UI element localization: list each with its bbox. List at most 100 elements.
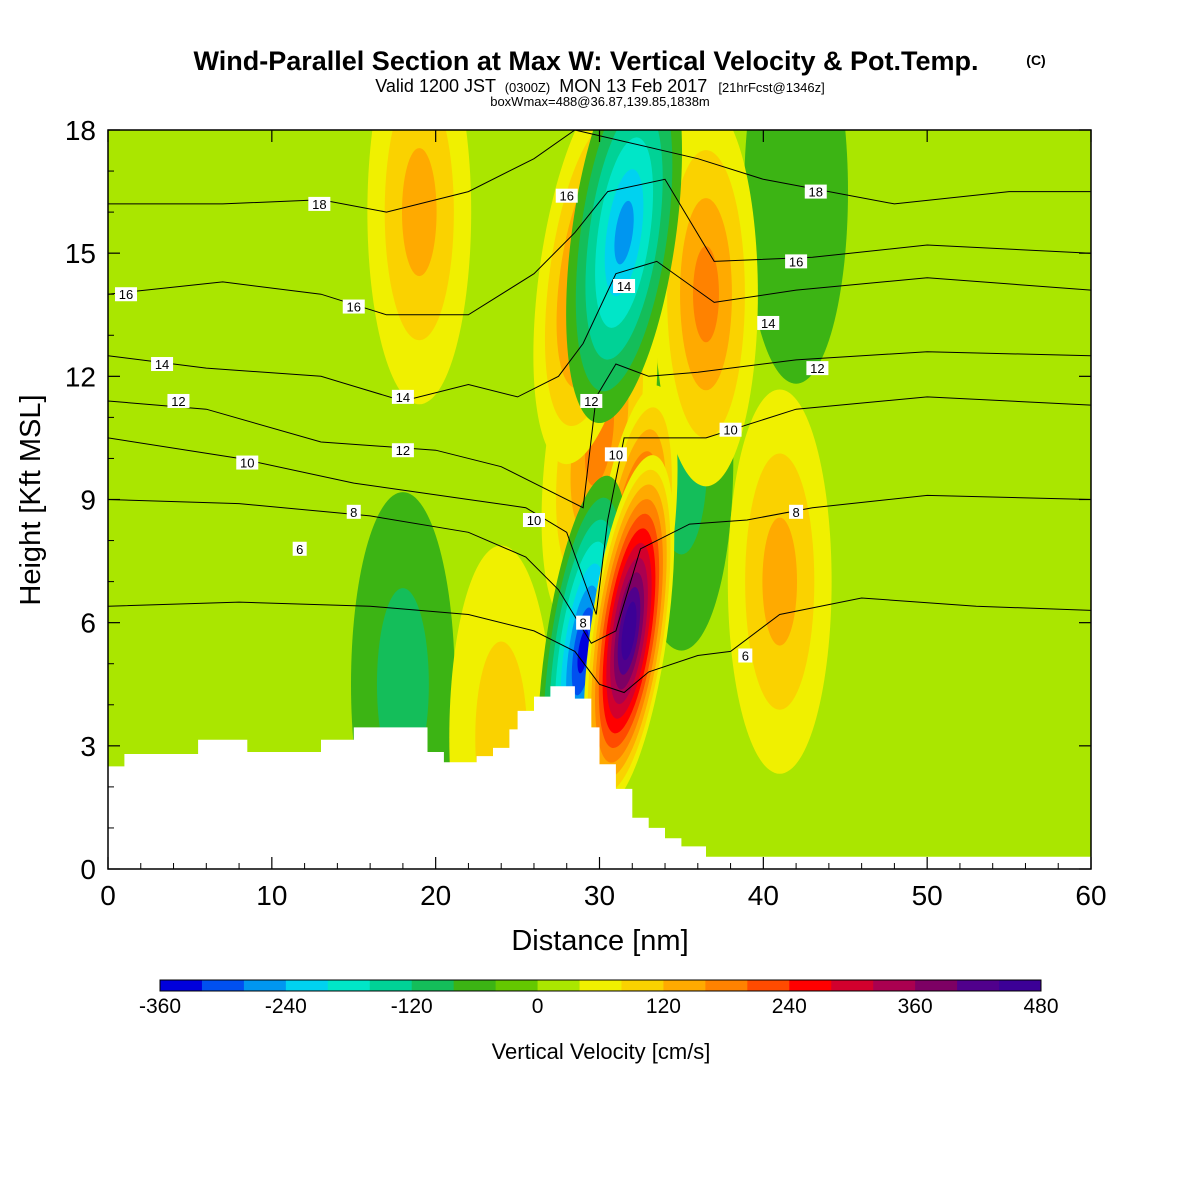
colorbar-swatch	[160, 980, 203, 991]
theta-contour-label: 10	[236, 455, 259, 471]
theta-contour-label: 12	[391, 443, 414, 458]
theta-contour-label: 6	[738, 648, 753, 664]
w-band	[401, 148, 437, 277]
w-band	[762, 517, 798, 646]
plot-area: 6 6 8 8 8 10 10 10 10 12 12 12 12 14 14 14 14 16 16 16 16 18 1…	[108, 130, 1091, 869]
y-tick-label: 9	[80, 485, 96, 516]
w-band	[614, 200, 634, 265]
colorbar-swatch	[537, 980, 581, 991]
theta-contour-label: 14	[757, 315, 780, 331]
svg-text:8: 8	[579, 616, 586, 631]
theta-contour-label: 10	[719, 422, 742, 438]
svg-text:6: 6	[296, 542, 303, 557]
copyright-mark: (C)	[1026, 52, 1045, 68]
y-tick-label: 18	[65, 115, 96, 146]
theta-contour-label: 12	[167, 393, 190, 409]
svg-text:16: 16	[119, 287, 133, 302]
w-band	[625, 616, 633, 646]
theta-contours	[108, 130, 1091, 694]
chart-header: Wind-Parallel Section at Max W: Vertical…	[194, 46, 1046, 109]
colorbar-tick-label: 240	[772, 995, 807, 1018]
valid-prefix: Valid 1200 JST	[375, 76, 496, 96]
x-tick-label: 30	[584, 880, 615, 911]
colorbar-swatch	[369, 980, 413, 991]
colorbar-swatch	[831, 980, 874, 991]
svg-text:12: 12	[171, 394, 185, 409]
theta-contour-label: 12	[580, 393, 603, 409]
theta-contour-label: 14	[391, 389, 414, 405]
colorbar-frame	[159, 979, 1042, 992]
svg-text:18: 18	[312, 197, 326, 212]
svg-text:16: 16	[347, 300, 361, 315]
theta-contour	[108, 597, 1091, 694]
theta-contour-label: 6	[292, 541, 307, 557]
x-tick-label: 60	[1075, 880, 1106, 911]
colorbar: -360 -240 -120 0 120 240 360 480	[139, 979, 1059, 1018]
valid-date: MON 13 Feb 2017	[559, 76, 707, 96]
theta-contour-label: 16	[342, 299, 365, 315]
y-axis: 0 3 6 9 12 15 18	[65, 115, 1091, 885]
colorbar-swatch	[957, 980, 1000, 991]
svg-text:16: 16	[559, 189, 573, 204]
colorbar-swatch	[789, 980, 832, 991]
svg-text:12: 12	[810, 361, 824, 376]
svg-text:12: 12	[584, 394, 598, 409]
theta-contour-label: 10	[522, 513, 545, 528]
y-tick-label: 3	[80, 731, 96, 762]
colorbar-tick-label: 0	[532, 995, 544, 1018]
svg-text:8: 8	[350, 505, 357, 520]
theta-contour	[108, 396, 1091, 615]
theta-contour-label: 18	[804, 184, 827, 200]
colorbar-swatch	[201, 980, 245, 991]
theta-contour-labels: 6 6 8 8 8 10 10 10 10 12 12 12 12 14 14 14 14 16 16 16 16 18 1…	[115, 184, 829, 664]
chart-title: Wind-Parallel Section at Max W: Vertical…	[194, 46, 979, 76]
svg-text:12: 12	[396, 443, 410, 458]
y-tick-label: 12	[65, 361, 96, 392]
svg-text:10: 10	[240, 456, 254, 471]
svg-text:14: 14	[761, 316, 775, 331]
theta-contour-label: 16	[785, 254, 808, 269]
box-w-max-info: boxWmax=488@36.87,139.85,1838m	[490, 94, 710, 109]
colorbar-swatch	[621, 980, 664, 991]
svg-text:10: 10	[609, 447, 623, 462]
colorbar-swatch	[285, 980, 329, 991]
svg-text:14: 14	[396, 390, 410, 405]
y-tick-label: 15	[65, 238, 96, 269]
x-axis-label: Distance [nm]	[511, 925, 688, 957]
svg-text:10: 10	[527, 513, 541, 528]
colorbar-swatch	[705, 980, 748, 991]
svg-text:14: 14	[155, 357, 169, 372]
theta-contour-label: 18	[308, 196, 331, 212]
y-tick-label: 0	[80, 854, 96, 885]
colorbar-swatch	[243, 980, 287, 991]
theta-contour-label: 14	[613, 279, 636, 294]
colorbar-tick-label: 360	[898, 995, 933, 1018]
svg-text:18: 18	[809, 185, 823, 200]
svg-text:6: 6	[742, 649, 749, 664]
theta-contour-label: 8	[789, 505, 804, 520]
colorbar-tick-label: 480	[1023, 995, 1058, 1018]
colorbar-swatch	[999, 980, 1042, 991]
forecast-info: [21hrFcst@1346z]	[718, 80, 824, 95]
theta-contour-label: 16	[115, 287, 138, 302]
theta-contour	[108, 260, 1091, 402]
theta-contour	[108, 130, 1091, 213]
colorbar-swatch	[411, 980, 455, 991]
w-band	[577, 629, 589, 674]
w-band	[693, 246, 719, 343]
x-axis: 0 10 20 30 40 50 60	[100, 130, 1107, 911]
x-tick-label: 50	[912, 880, 943, 911]
valid-utc: (0300Z)	[505, 80, 551, 95]
colorbar-tick-label: -360	[139, 995, 181, 1018]
colorbar-swatch	[915, 980, 958, 991]
colorbar-tick-label: -120	[391, 995, 433, 1018]
y-axis-label: Height [Kft MSL]	[15, 394, 47, 605]
theta-contour-label: 14	[151, 357, 174, 372]
colorbar-tick-label: 120	[646, 995, 681, 1018]
colorbar-swatch	[495, 980, 539, 991]
colorbar-label: Vertical Velocity [cm/s]	[492, 1039, 711, 1064]
x-tick-label: 10	[256, 880, 287, 911]
theta-contour-label: 12	[806, 361, 829, 376]
colorbar-swatch	[873, 980, 916, 991]
terrain	[108, 686, 1091, 869]
